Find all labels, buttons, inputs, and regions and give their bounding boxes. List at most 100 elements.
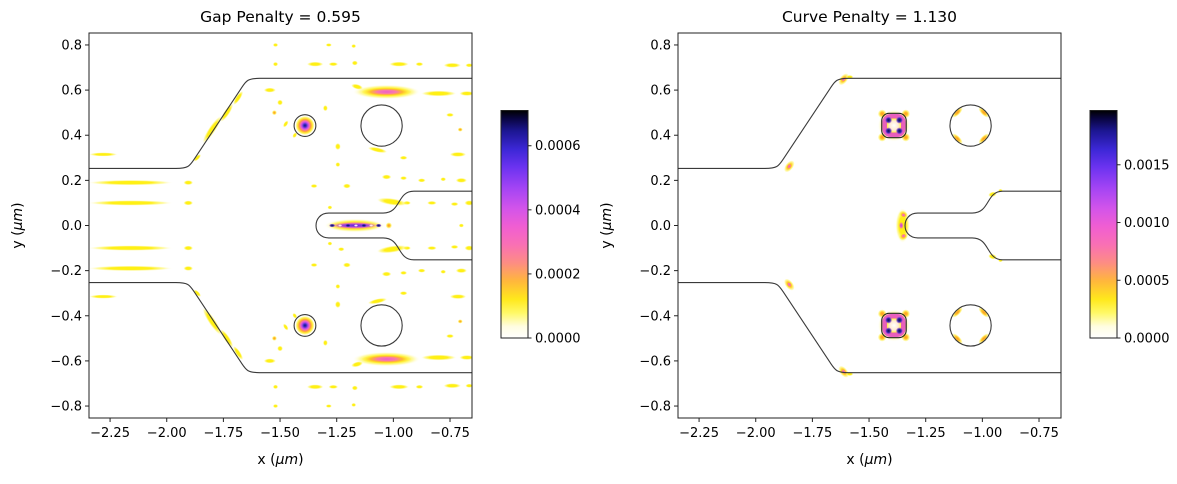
x-tick-label: −0.75 — [430, 426, 470, 441]
gap-penalty-panel: −2.25 −2.00 −1.75 −1.50 −1.25 −1.00 −0.750.80.… — [10, 8, 581, 468]
hotspot-blob — [193, 153, 202, 162]
hotspot-blob — [952, 333, 963, 344]
hotspot-blob — [417, 178, 426, 183]
x-tick-label: −2.25 — [679, 426, 719, 441]
hotspot-blob — [455, 177, 468, 183]
hotspot-blob — [369, 224, 374, 227]
hotspot-blob — [322, 339, 328, 347]
colorbar: 0.0000 0.0002 0.0004 0.0006 — [500, 110, 581, 347]
hotspot-blob — [450, 244, 459, 249]
heatmap-layer — [89, 42, 472, 409]
hotspot-blob — [89, 179, 174, 186]
hotspot-blob — [877, 332, 887, 342]
hotspot-blob — [89, 265, 174, 272]
hotspot-blob — [901, 132, 911, 142]
hotspot-blob — [351, 402, 357, 407]
y-tick-label: −0.8 — [639, 400, 671, 415]
waveguide-outline — [89, 77, 472, 169]
hotspot-blob — [458, 223, 465, 228]
y-axis-ticks: 0.8 0.6 0.4 0.2 0.0 −0.2 −0.4 −0.6 −0.8 — [639, 38, 678, 415]
hotspot-blob — [361, 87, 412, 97]
hotspot-blob — [459, 90, 472, 96]
y-tick-label: −0.4 — [50, 309, 82, 324]
x-tick-label: −2.00 — [736, 426, 776, 441]
hotspot-blob — [388, 384, 410, 390]
hotspot-blob — [282, 120, 289, 128]
hotspot-blob — [367, 297, 388, 305]
hotspot-blob — [952, 133, 963, 144]
hotspot-blob — [901, 332, 911, 342]
hotspot-blob — [420, 90, 457, 97]
y-axis-label: y (μm) — [599, 202, 615, 248]
hotspot-blob — [901, 309, 911, 319]
hotspot-blob — [263, 87, 277, 93]
plot-content: −2.25 −2.00 −1.75 −1.50 −1.25 −1.00 −0.750.80.… — [639, 32, 1170, 441]
colorbar-frame — [1089, 110, 1118, 339]
hotspot-blob — [440, 269, 447, 274]
hotspot-dot — [895, 116, 904, 124]
plot-content: −2.25 −2.00 −1.75 −1.50 −1.25 −1.00 −0.750.80.… — [50, 32, 581, 441]
colorbar-tick-label: 0.0000 — [1124, 332, 1170, 347]
hotspot-blob — [455, 268, 468, 274]
hotspot-blob — [183, 245, 194, 251]
y-tick-label: −0.4 — [639, 309, 671, 324]
x-tick-label: −2.00 — [147, 426, 187, 441]
hotspot-blob — [232, 90, 244, 106]
panel-title: Curve Penalty = 1.130 — [782, 8, 957, 26]
hotspot-blob — [443, 62, 462, 68]
colorbar-tick-label: 0.0000 — [535, 332, 581, 347]
hotspot-blob — [334, 300, 341, 309]
rounded-square-outline — [882, 313, 906, 337]
x-tick-label: −2.25 — [90, 426, 130, 441]
hotspot-blob — [337, 247, 345, 252]
hotspot-blob — [328, 62, 339, 67]
hotspot-blob — [840, 368, 847, 375]
hotspot-blob — [415, 62, 424, 67]
etch-hole-outline — [949, 104, 992, 147]
hotspot-dot — [895, 127, 904, 135]
x-axis-ticks: −2.25 −2.00 −1.75 −1.50 −1.25 −1.00 −0.75 — [90, 418, 470, 441]
hotspot-blob — [381, 271, 392, 277]
hotspot-blob — [325, 43, 332, 47]
hotspot-blob — [202, 307, 223, 336]
hotspot-dot — [895, 316, 904, 324]
hotspot-blob — [877, 309, 887, 319]
hotspot-blob — [464, 200, 472, 206]
colorbar-tick-label: 0.0010 — [1124, 216, 1170, 231]
y-tick-label: 0.0 — [650, 219, 671, 234]
curve-penalty-panel: −2.25 −2.00 −1.75 −1.50 −1.25 −1.00 −0.750.80.… — [599, 8, 1170, 468]
hotspot-blob — [465, 63, 472, 68]
hotspot-blob — [351, 385, 359, 391]
y-tick-label: 0.2 — [61, 174, 82, 189]
hotspot-blob — [282, 323, 289, 331]
y-tick-label: −0.8 — [50, 400, 82, 415]
y-axis-ticks: 0.8 0.6 0.4 0.2 0.0 −0.2 −0.4 −0.6 −0.8 — [50, 38, 89, 415]
hotspot-blob — [335, 283, 341, 289]
hotspot-blob — [272, 42, 279, 47]
hotspot-blob — [457, 127, 463, 132]
colorbar-gradient — [1090, 110, 1117, 338]
colorbar-tick-label: 0.0004 — [535, 203, 581, 218]
hotspot-blob — [306, 384, 324, 390]
hotspot-dot — [884, 116, 893, 124]
hotspot-blob — [786, 163, 793, 170]
hotspot-blob — [420, 354, 457, 361]
hotspot-blob — [335, 162, 341, 168]
hotspot-blob — [786, 281, 793, 288]
hotspot-blob — [193, 289, 202, 298]
hotspot-blob — [440, 177, 447, 182]
y-tick-label: −0.2 — [639, 264, 671, 279]
hotspot-blob — [292, 132, 298, 139]
hotspot-blob — [89, 294, 119, 299]
hotspot-blob — [445, 112, 455, 117]
hotspot-blob — [328, 223, 336, 228]
hotspot-blob — [310, 262, 318, 268]
hotspot-blob — [350, 361, 364, 368]
hotspot-blob — [952, 307, 963, 318]
hotspot-blob — [367, 146, 388, 154]
hotspot-blob — [292, 312, 298, 319]
y-tick-label: −0.6 — [639, 354, 671, 369]
x-tick-label: −1.50 — [260, 426, 300, 441]
y-tick-label: 0.6 — [650, 84, 671, 99]
hotspot-blob — [310, 183, 318, 189]
